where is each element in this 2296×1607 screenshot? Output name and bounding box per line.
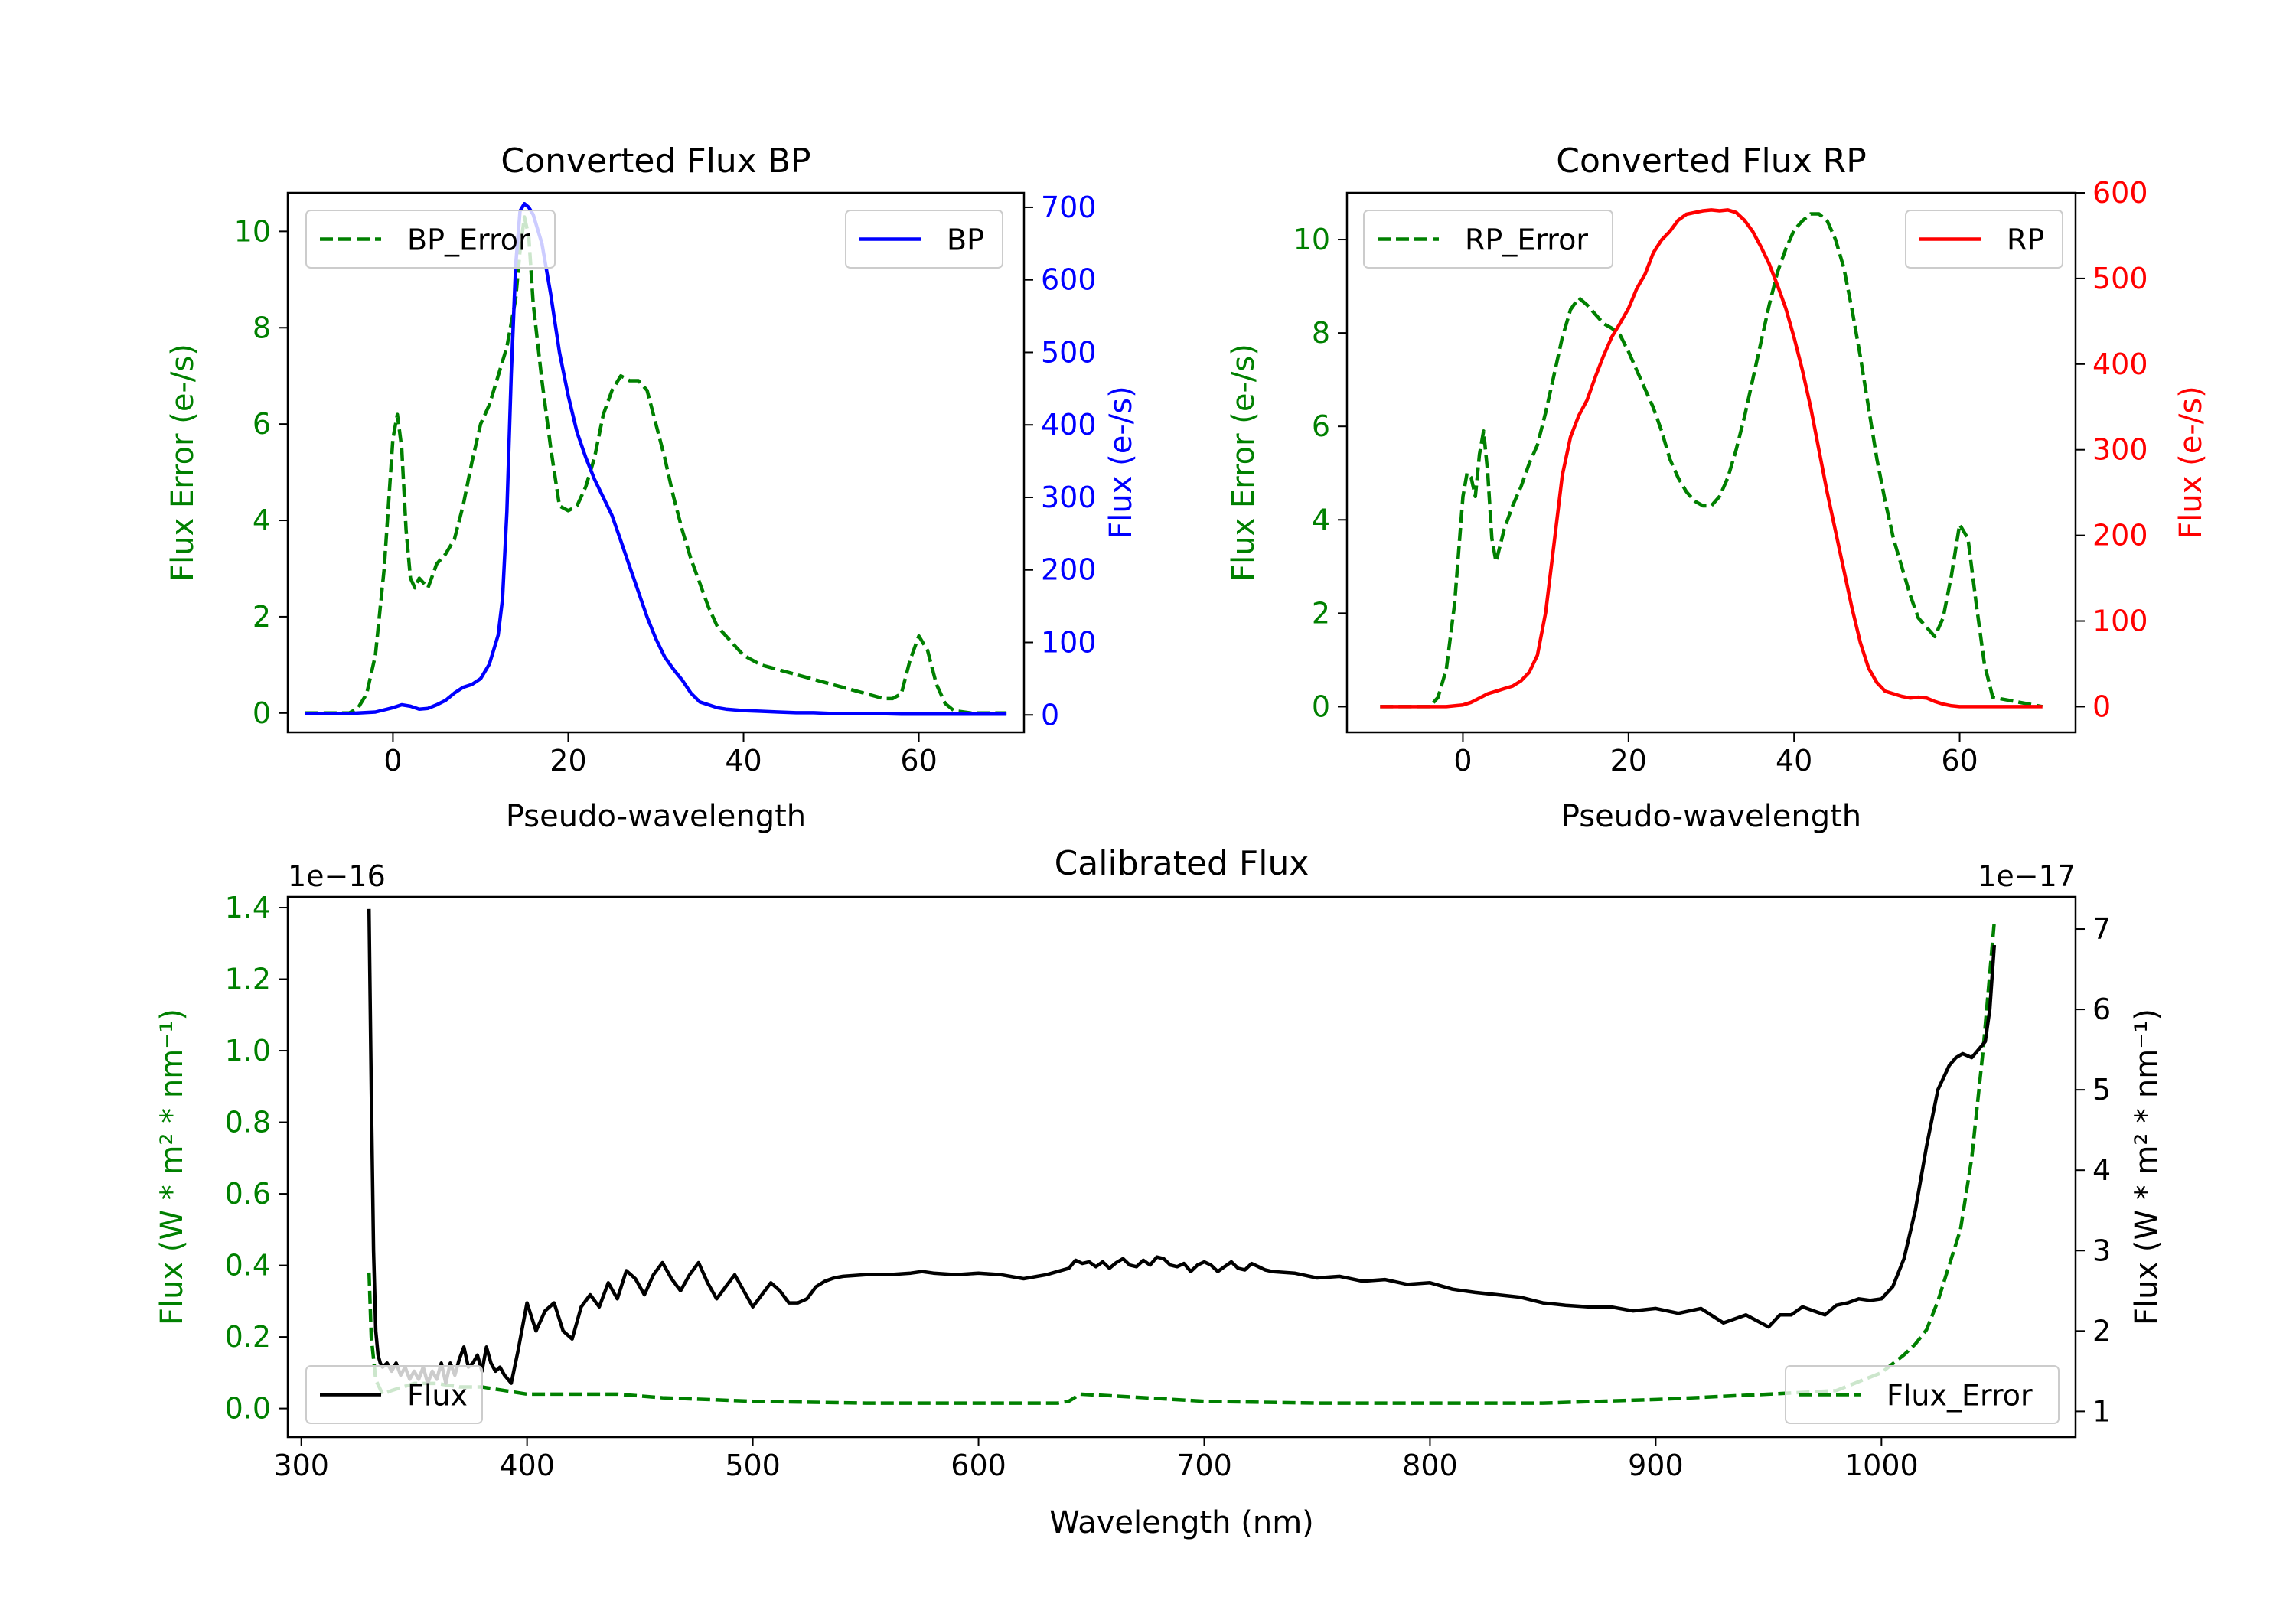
cal-ytick-label-left: 0.6 [225,1177,271,1211]
bp-legend-right-label: BP [947,223,984,257]
bp-ytick-label-right: 400 [1041,408,1097,442]
rp-ylabel-right: Flux (e-/s) [2174,386,2209,539]
bp-ytick-label-left: 6 [253,407,271,441]
cal-ytick-label-right: 5 [2092,1073,2111,1107]
bp-series-bp-error [305,215,1007,715]
cal-ytick-label-left: 1.4 [225,891,271,924]
cal-title: Calibrated Flux [1055,844,1309,883]
rp-ytick-label-right: 100 [2092,605,2148,638]
cal-ytick-label-left: 1.0 [225,1034,271,1068]
cal-series-flux [367,908,1997,1385]
cal-ytick-label-right: 7 [2092,912,2111,946]
cal-ytick-label-left: 0.2 [225,1320,271,1354]
bp-xlabel: Pseudo-wavelength [506,799,806,834]
cal-ytick-label-right: 4 [2092,1153,2111,1187]
rp-plot-frame [1345,191,2077,734]
cal-xtick-label: 400 [499,1449,555,1482]
cal-xtick-label: 900 [1628,1449,1684,1482]
bp-ytick-label-left: 8 [253,311,271,344]
rp-legend-left: RP_Error [1363,210,1613,269]
bp-ytick-label-right: 100 [1041,626,1097,660]
bp-title: Converted Flux BP [501,142,810,181]
bp-series-bp [305,201,1007,716]
cal-ylabel-left: Flux (W * m² * nm⁻¹) [155,1009,190,1325]
cal-ytick-label-left: 0.4 [225,1249,271,1283]
cal-ytick-label-right: 2 [2092,1314,2111,1348]
rp-ytick-label-right: 300 [2092,433,2148,467]
rp-chart: Converted Flux RP0 20 40 600246810010020030… [1226,142,2209,834]
bp-ytick-label-left: 4 [253,504,271,537]
bp-ytick-label-right: 600 [1041,263,1097,297]
cal-xtick-label: 1000 [1844,1449,1919,1482]
cal-legend-right-label: Flux_Error [1887,1379,2033,1413]
cal-ytick-label-left: 1.2 [225,963,271,996]
rp-ytick-label-left: 0 [1312,689,1330,723]
bp-xtick-label: 60 [900,744,937,777]
cal-ytick-label-right: 6 [2092,993,2111,1026]
bp-legend-left-label: BP_Error [407,223,530,257]
cal-ytick-label-right: 1 [2092,1394,2111,1428]
rp-xtick-label: 40 [1776,744,1812,777]
rp-xtick-label: 20 [1610,744,1647,777]
cal-xtick-label: 300 [273,1449,329,1482]
cal-series-flux-error [367,921,1997,1405]
cal-legend-left: Flux [305,1365,483,1424]
cal-xtick-label: 600 [951,1449,1006,1482]
bp-xtick-label: 0 [383,744,402,777]
cal-ytick-label-left: 0.0 [225,1392,271,1426]
rp-ytick-label-left: 8 [1312,316,1330,350]
rp-ytick-label-right: 500 [2092,262,2148,295]
bp-chart: Converted Flux BP0 20 40 600246810010020030… [165,142,1139,834]
rp-ytick-label-right: 400 [2092,347,2148,381]
rp-xlabel: Pseudo-wavelength [1561,799,1861,834]
bp-ytick-label-right: 500 [1041,335,1097,369]
cal-offset-left: 1e−16 [288,859,386,893]
rp-legend-right: RP [1905,210,2063,269]
bp-ytick-label-right: 0 [1041,698,1059,732]
bp-plot-frame [286,191,1026,734]
cal-legend-left-label: Flux [407,1379,468,1413]
cal-ytick-label-right: 3 [2092,1234,2111,1267]
rp-series-rp [1380,208,2043,709]
rp-xtick-label: 60 [1941,744,1978,777]
rp-ytick-label-right: 600 [2092,176,2148,210]
rp-ytick-label-left: 6 [1312,409,1330,443]
rp-ylabel-left: Flux Error (e-/s) [1226,344,1261,582]
rp-ytick-label-right: 0 [2092,689,2111,723]
cal-ytick-label-left: 0.8 [225,1106,271,1139]
cal-xtick-label: 500 [725,1449,781,1482]
cal-legend-right: Flux_Error [1785,1365,2060,1424]
cal-offset-right: 1e−17 [1978,859,2076,893]
bp-ylabel-right: Flux (e-/s) [1104,386,1139,539]
cal-xtick-label: 800 [1402,1449,1458,1482]
rp-ytick-label-left: 4 [1312,503,1330,536]
bp-xtick-label: 40 [725,744,762,777]
rp-ytick-label-left: 2 [1312,596,1330,630]
rp-ytick-label-right: 200 [2092,519,2148,553]
bp-ylabel-left: Flux Error (e-/s) [165,344,201,582]
cal-ylabel-right: Flux (W * m² * nm⁻¹) [2129,1009,2164,1325]
bp-ytick-label-left: 0 [253,696,271,730]
rp-legend-right-label: RP [2007,223,2044,257]
cal-plot-frame [286,895,2077,1439]
cal-chart: Calibrated Flux 300 400 500 600 700 800 900 1000… [155,844,2164,1540]
bp-legend-left: BP_Error [305,210,556,269]
rp-xtick-label: 0 [1453,744,1472,777]
rp-ytick-label-left: 10 [1293,223,1330,256]
bp-ytick-label-right: 200 [1041,553,1097,587]
bp-ytick-label-right: 300 [1041,481,1097,514]
cal-xlabel: Wavelength (nm) [1049,1505,1314,1540]
bp-ytick-label-left: 2 [253,600,271,634]
bp-ytick-label-left: 10 [234,214,271,248]
rp-title: Converted Flux RP [1556,142,1867,181]
bp-ytick-label-right: 700 [1041,191,1097,224]
cal-xtick-label: 700 [1176,1449,1232,1482]
bp-xtick-label: 20 [550,744,586,777]
rp-series-rp-error [1380,212,2043,709]
bp-legend-right: BP [845,210,1003,269]
rp-legend-left-label: RP_Error [1465,223,1588,257]
